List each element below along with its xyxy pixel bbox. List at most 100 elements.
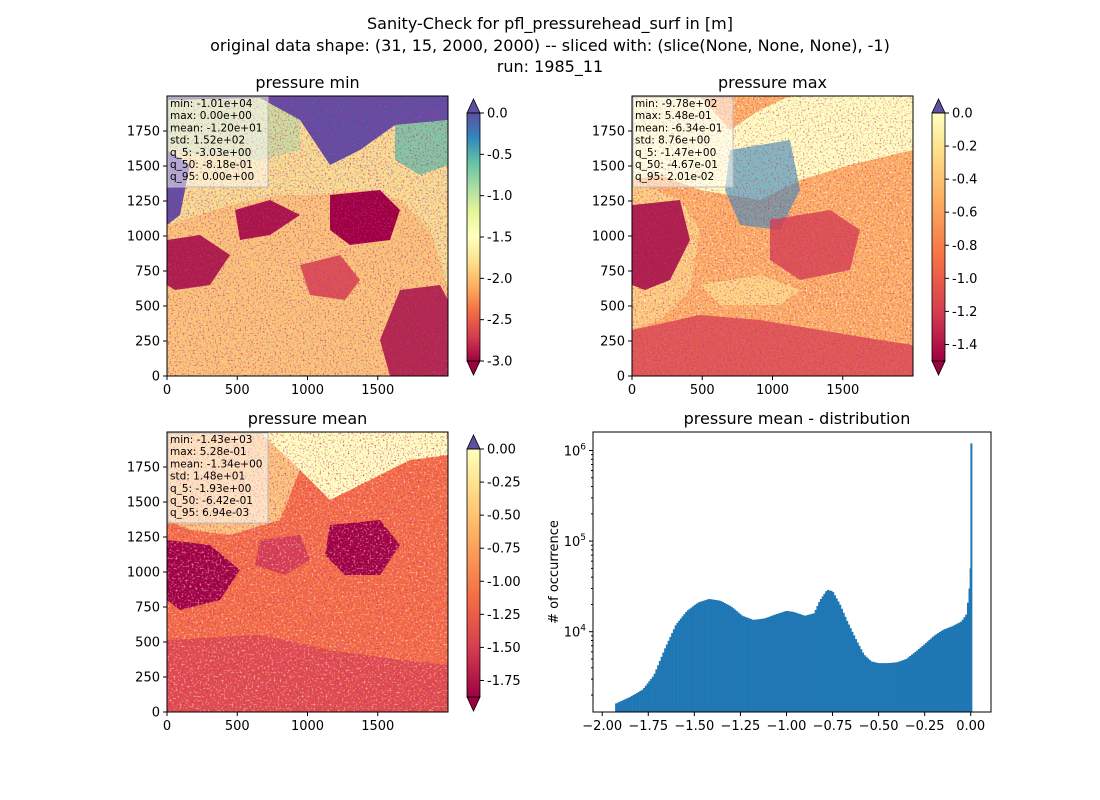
stat-line: min: -9.78e+02 bbox=[635, 98, 717, 110]
histogram-bar bbox=[944, 629, 947, 712]
histogram-bar bbox=[938, 631, 941, 712]
histogram-bar bbox=[763, 618, 766, 712]
histogram-bar bbox=[762, 618, 765, 712]
histogram-bar bbox=[718, 600, 721, 712]
histogram-bar bbox=[861, 652, 864, 712]
histogram-bar bbox=[947, 627, 950, 712]
y-tick-label: 500 bbox=[135, 636, 160, 651]
y-tick-label: 500 bbox=[600, 300, 625, 315]
y-tick-label: 750 bbox=[135, 601, 160, 616]
histogram-bar bbox=[781, 612, 784, 712]
panel-title: pressure mean bbox=[248, 409, 368, 428]
y-tick-label: 1000 bbox=[127, 230, 160, 245]
stat-line: mean: -6.34e-01 bbox=[635, 122, 722, 134]
x-tick-label: 500 bbox=[225, 383, 250, 398]
histogram-bar bbox=[854, 639, 857, 712]
histogram-bar bbox=[958, 622, 961, 712]
x-tick-label: 1500 bbox=[826, 383, 859, 398]
panel-title: pressure max bbox=[718, 73, 827, 92]
histogram-bar bbox=[688, 608, 691, 712]
histogram-bar bbox=[921, 646, 924, 712]
histogram-bar bbox=[825, 591, 828, 712]
histogram-bar bbox=[783, 611, 786, 712]
histogram-bar bbox=[676, 622, 679, 712]
histogram-bar bbox=[902, 660, 905, 712]
colorbar-tick-label: 0.0 bbox=[487, 107, 508, 122]
histogram-bar bbox=[643, 687, 646, 712]
colorbar-tick-label: -1.4 bbox=[952, 338, 977, 353]
figure-title-line2: original data shape: (31, 15, 2000, 2000… bbox=[210, 36, 890, 55]
histogram-bar bbox=[648, 681, 651, 712]
colorbar-frame bbox=[466, 448, 481, 698]
stat-line: std: 1.52e+02 bbox=[170, 135, 245, 147]
stat-line: q_50: -4.67e-01 bbox=[635, 159, 718, 171]
colorbar-tick-label: -0.2 bbox=[952, 140, 977, 155]
colorbar-tick-label: -0.4 bbox=[952, 173, 977, 188]
panel-pressure-max: pressure max 02505007501000125015001750 … bbox=[592, 73, 977, 398]
x-tick-label: −0.75 bbox=[813, 719, 853, 734]
x-tick-label: −2.00 bbox=[582, 719, 622, 734]
histogram-bar bbox=[798, 614, 801, 712]
histogram-bar bbox=[749, 618, 752, 712]
histogram-bar bbox=[702, 600, 705, 712]
histogram-bar bbox=[709, 599, 712, 712]
x-tick-label: 500 bbox=[690, 383, 715, 398]
histogram-bar bbox=[651, 676, 654, 712]
x-tick-label: 0 bbox=[163, 383, 171, 398]
histogram-bar bbox=[681, 616, 684, 712]
histogram-bar bbox=[811, 613, 814, 712]
y-tick-label: 0 bbox=[152, 370, 160, 385]
colorbar-tick-label: -1.5 bbox=[487, 231, 512, 246]
histogram-bar bbox=[779, 612, 782, 712]
histogram-bar bbox=[720, 601, 723, 712]
x-tick-label: −1.50 bbox=[674, 719, 714, 734]
histogram-bar bbox=[620, 701, 623, 712]
histogram-bar bbox=[835, 598, 838, 712]
histogram-bar bbox=[630, 695, 633, 712]
histogram-bar bbox=[963, 617, 966, 712]
y-axis: 104 105 106 bbox=[564, 442, 593, 696]
x-axis: 0 500 1000 1500 bbox=[628, 376, 859, 398]
y-tick-label: 0 bbox=[152, 706, 160, 721]
histogram-bar bbox=[956, 623, 959, 712]
colorbar-tick-label: -0.5 bbox=[487, 148, 512, 163]
colorbar-gradient bbox=[932, 113, 945, 361]
histogram-bar bbox=[732, 608, 735, 712]
histogram-bar bbox=[940, 630, 943, 712]
stat-line: std: 8.76e+00 bbox=[635, 135, 710, 147]
histogram-bar bbox=[637, 691, 640, 712]
panel-pressure-min: pressure min 02505007501000125015001750 … bbox=[127, 73, 512, 398]
histogram-bar bbox=[961, 619, 964, 712]
histogram-bar bbox=[657, 665, 660, 712]
y-tick-label: 1750 bbox=[592, 125, 625, 140]
histogram-bar bbox=[786, 611, 789, 712]
histogram-bar bbox=[683, 614, 686, 712]
histogram-bar bbox=[949, 626, 952, 712]
histogram-bar bbox=[823, 593, 826, 712]
histogram-bar bbox=[856, 642, 859, 712]
histogram-bar bbox=[695, 603, 698, 712]
histogram-bar bbox=[742, 616, 745, 712]
stat-line: q_95: 0.00e+00 bbox=[170, 171, 254, 183]
y-tick-label: 1000 bbox=[127, 566, 160, 581]
x-axis: 0 500 1000 1500 bbox=[163, 376, 394, 398]
colorbar-tick-label: -1.0 bbox=[487, 189, 512, 204]
histogram-bar bbox=[821, 596, 824, 712]
colorbar-extend-top bbox=[466, 98, 481, 114]
histogram-bar bbox=[629, 696, 632, 712]
histogram-bar bbox=[870, 661, 873, 712]
histogram-bar bbox=[622, 700, 625, 712]
histogram-bar bbox=[867, 658, 870, 712]
histogram-bar bbox=[849, 628, 852, 712]
histogram-bar bbox=[679, 618, 682, 712]
histogram-bar bbox=[741, 615, 744, 712]
histogram-bar bbox=[751, 619, 754, 712]
histogram-bar bbox=[627, 697, 630, 712]
y-axis: 0 250 500 750 1000 1250 1500 1750 bbox=[127, 461, 167, 721]
stat-line: q_5: -1.47e+00 bbox=[635, 147, 716, 159]
colorbar-tick-label: -3.0 bbox=[487, 355, 512, 370]
histogram-bar bbox=[795, 612, 798, 712]
histogram-bar bbox=[923, 644, 926, 712]
histogram-bar bbox=[928, 639, 931, 712]
histogram-bar bbox=[847, 624, 850, 712]
